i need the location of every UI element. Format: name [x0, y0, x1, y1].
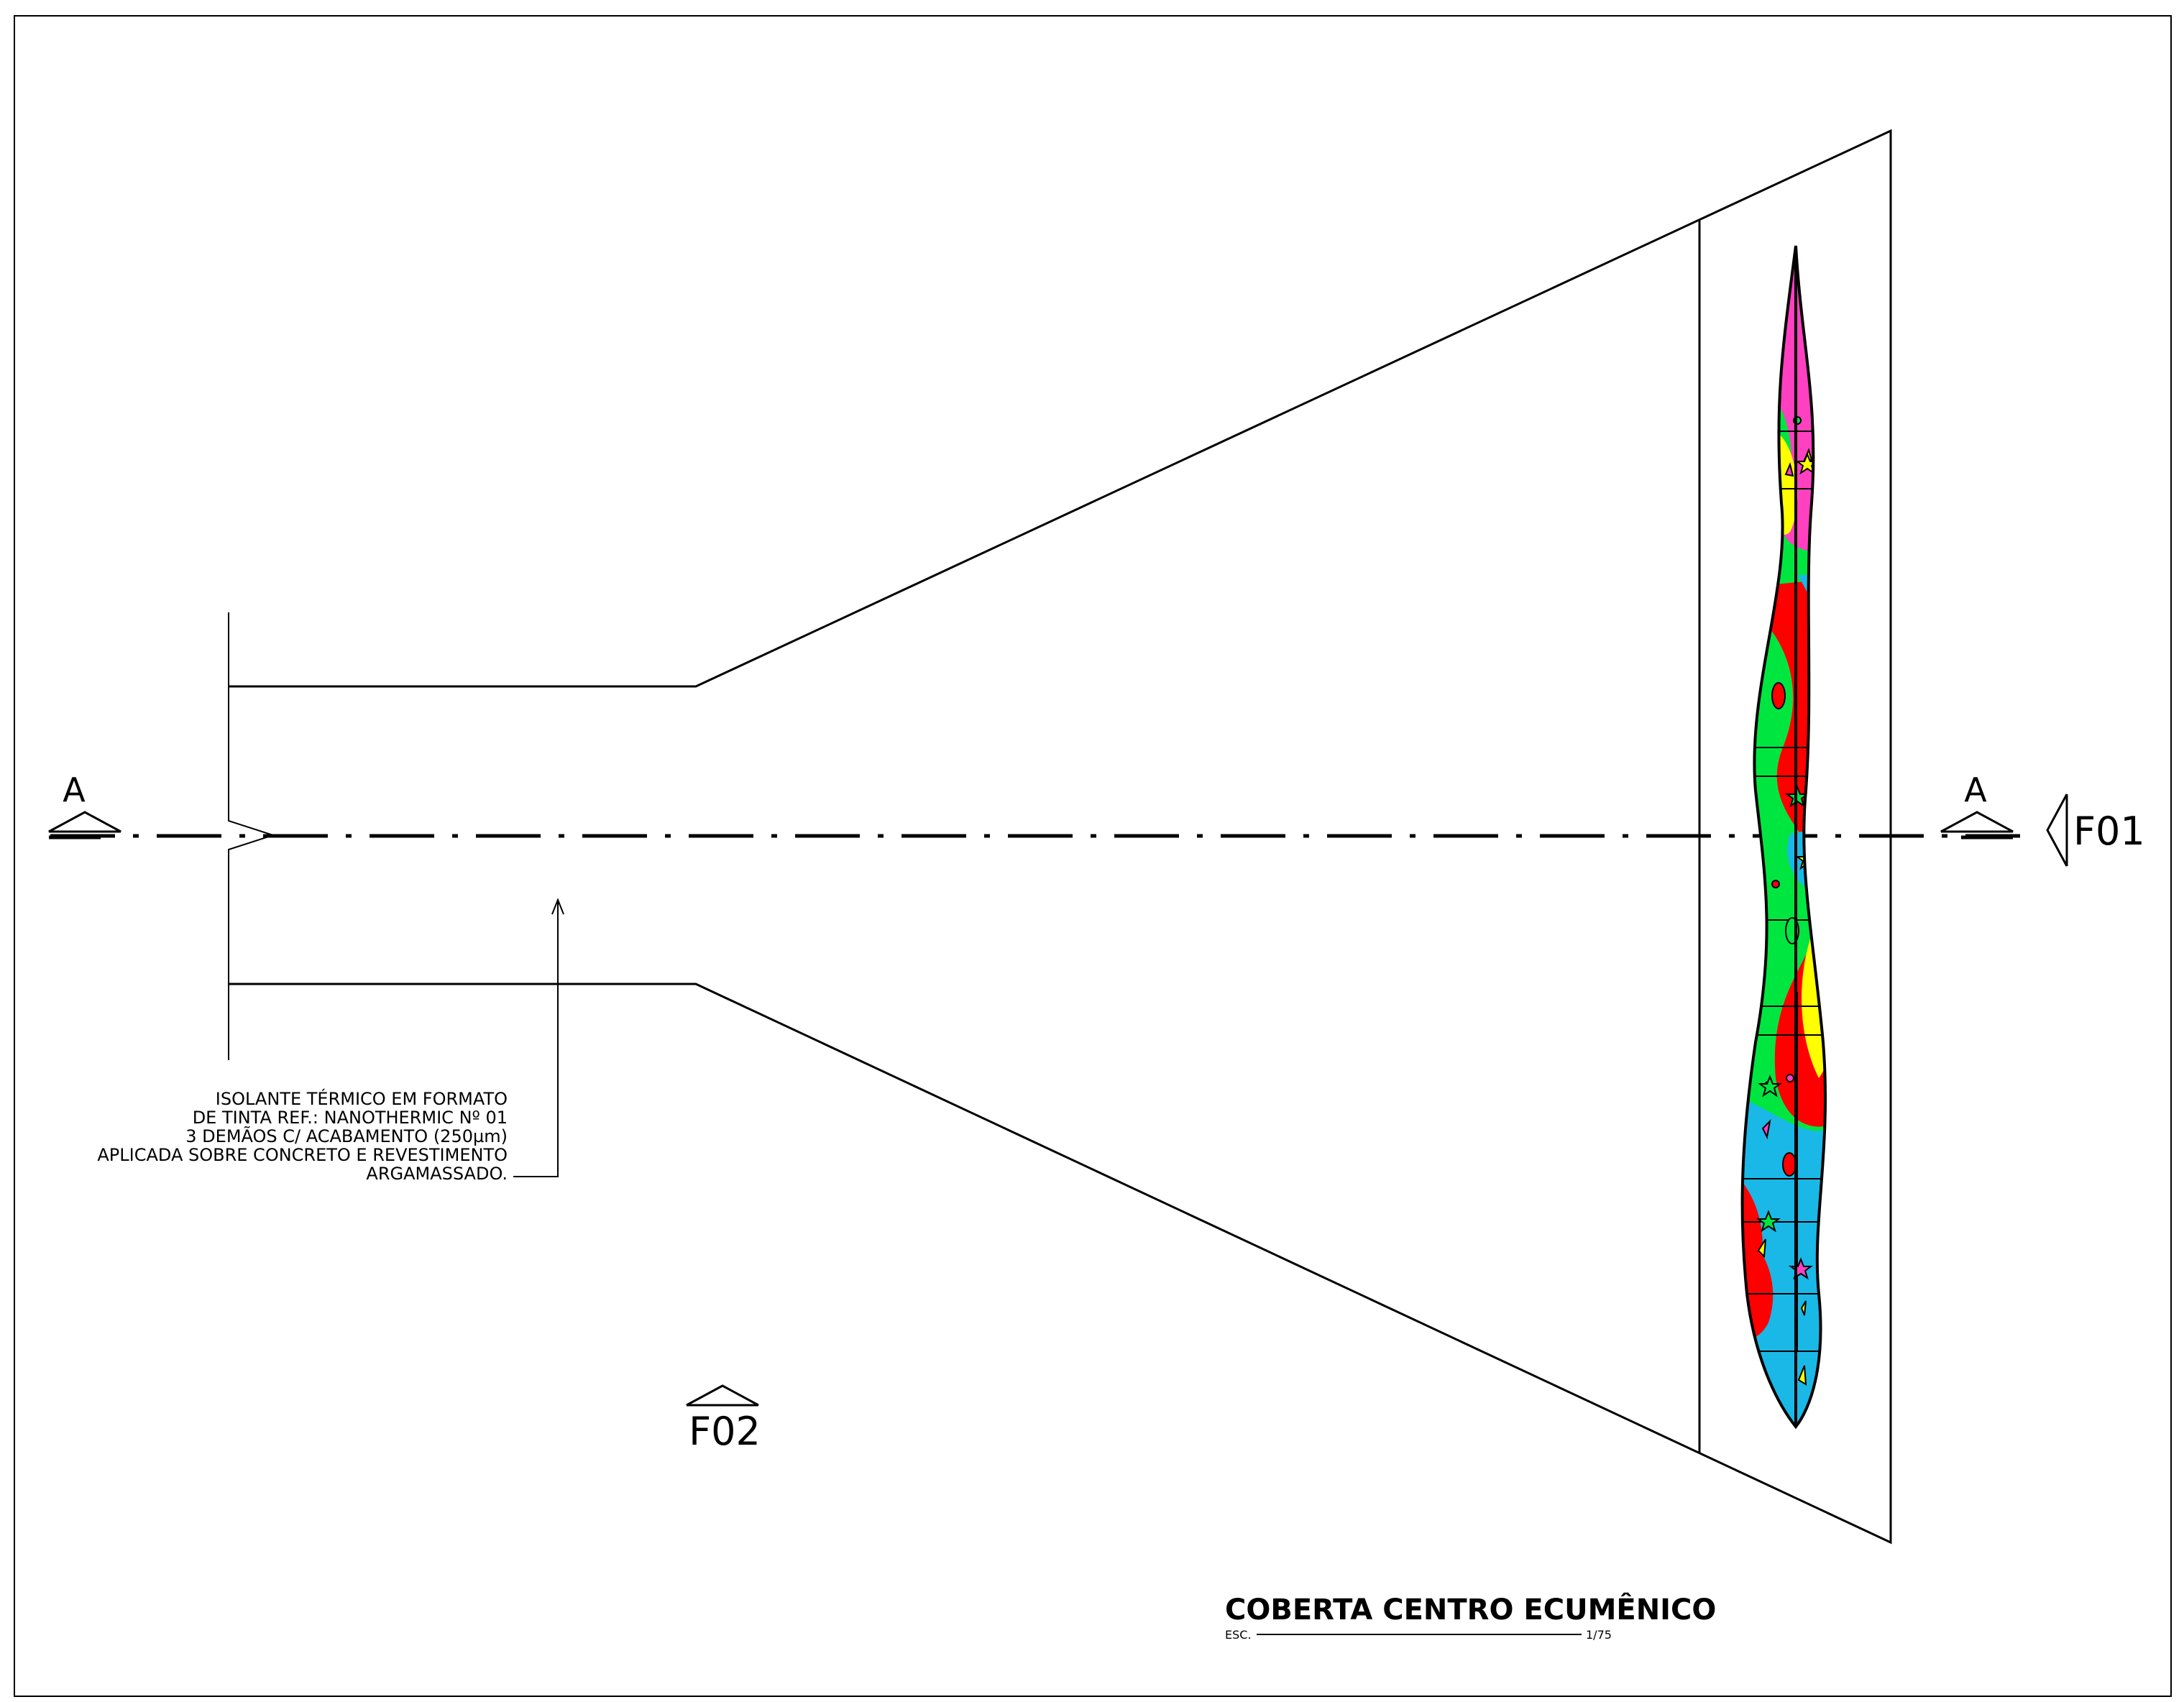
annotation-line-2: DE TINTA REF.: NANOTHERMIC Nº 01 — [193, 1108, 508, 1128]
mosaic-strip — [1740, 245, 1827, 1430]
scale-prefix: ESC. — [1225, 1628, 1252, 1642]
view-marker-f01-label: F01 — [2073, 809, 2145, 854]
section-marker-left: A — [48, 770, 121, 840]
view-marker-f02-label: F02 — [689, 1409, 761, 1454]
drawing-title: COBERTA CENTRO ECUMÊNICO — [1225, 1592, 1716, 1627]
annotation-line-1: ISOLANTE TÉRMICO EM FORMATO — [216, 1088, 508, 1109]
section-marker-right: A — [1940, 770, 2014, 840]
annotation-line-4: APLICADA SOBRE CONCRETO E REVESTIMENTO — [97, 1145, 508, 1165]
annotation-note: ISOLANTE TÉRMICO EM FORMATO DE TINTA REF… — [97, 1088, 508, 1184]
section-label-left: A — [63, 770, 86, 809]
view-marker-f02: F02 — [686, 1384, 761, 1454]
scale-value: 1/75 — [1586, 1628, 1612, 1642]
annotation-leader — [513, 898, 564, 1177]
title-block: COBERTA CENTRO ECUMÊNICO ESC. 1/75 — [1225, 1592, 1716, 1642]
sheet-border — [14, 15, 2172, 1697]
view-marker-f01: F01 — [2046, 794, 2145, 867]
annotation-line-3: 3 DEMÃOS C/ ACABAMENTO (250µm) — [185, 1125, 508, 1146]
section-label-right: A — [1964, 770, 1987, 809]
annotation-line-5: ARGAMASSADO. — [366, 1164, 508, 1184]
